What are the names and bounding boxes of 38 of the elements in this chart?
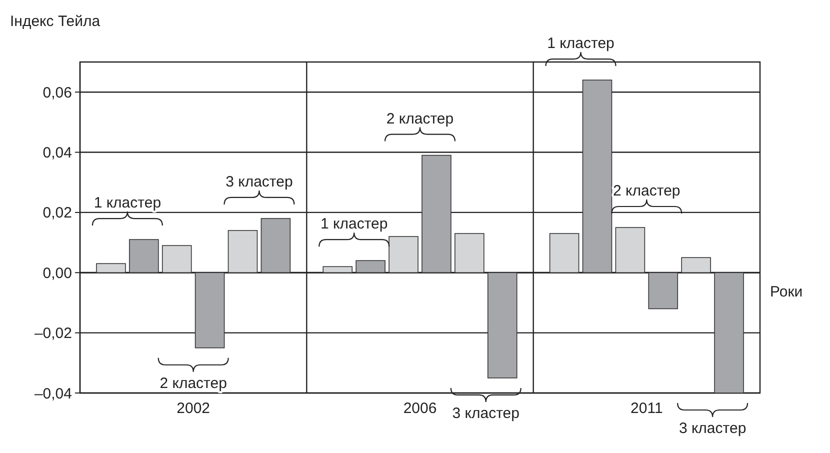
y-tick-label: 0,00 xyxy=(42,264,72,282)
x-tick-label: 2006 xyxy=(403,400,437,417)
y-tick-label: 0,06 xyxy=(42,84,72,102)
bar xyxy=(582,80,612,274)
text: 3 кластер xyxy=(678,420,746,437)
y-tick-label: 0,02 xyxy=(42,204,72,222)
bar xyxy=(681,257,711,274)
bar xyxy=(454,233,484,274)
y-axis-title: Індекс Тейла xyxy=(10,13,101,30)
bar xyxy=(615,227,646,274)
bar xyxy=(648,272,678,310)
bar xyxy=(96,263,126,274)
x-tick-label: 2002 xyxy=(176,400,210,417)
bar xyxy=(322,266,353,274)
bar xyxy=(487,272,518,378)
annotation: 1 кластер xyxy=(320,216,388,233)
annotation: 2 кластер xyxy=(386,110,454,128)
y-tick-label: –0,04 xyxy=(34,385,72,402)
bar xyxy=(388,236,418,274)
bar xyxy=(714,272,744,394)
bar xyxy=(129,239,159,274)
text: 1 кластер xyxy=(547,35,614,52)
x-axis-title: Роки xyxy=(770,284,803,301)
y-tick-label: –0,02 xyxy=(34,325,72,342)
text: 3 кластер xyxy=(452,404,520,422)
bar xyxy=(260,218,291,274)
bar xyxy=(228,230,258,274)
bar xyxy=(356,260,386,274)
annotation: 1 кластер xyxy=(94,194,162,212)
annotation: 2 кластер xyxy=(160,374,227,392)
y-tick-label: 0,04 xyxy=(42,144,72,162)
annotation: 2 кластер xyxy=(613,182,680,200)
bar xyxy=(422,154,452,274)
bar xyxy=(194,272,225,348)
bar xyxy=(162,245,192,274)
x-tick-label: 2011 xyxy=(630,400,663,417)
annotation: 3 кластер xyxy=(226,173,293,190)
bar xyxy=(549,233,580,274)
